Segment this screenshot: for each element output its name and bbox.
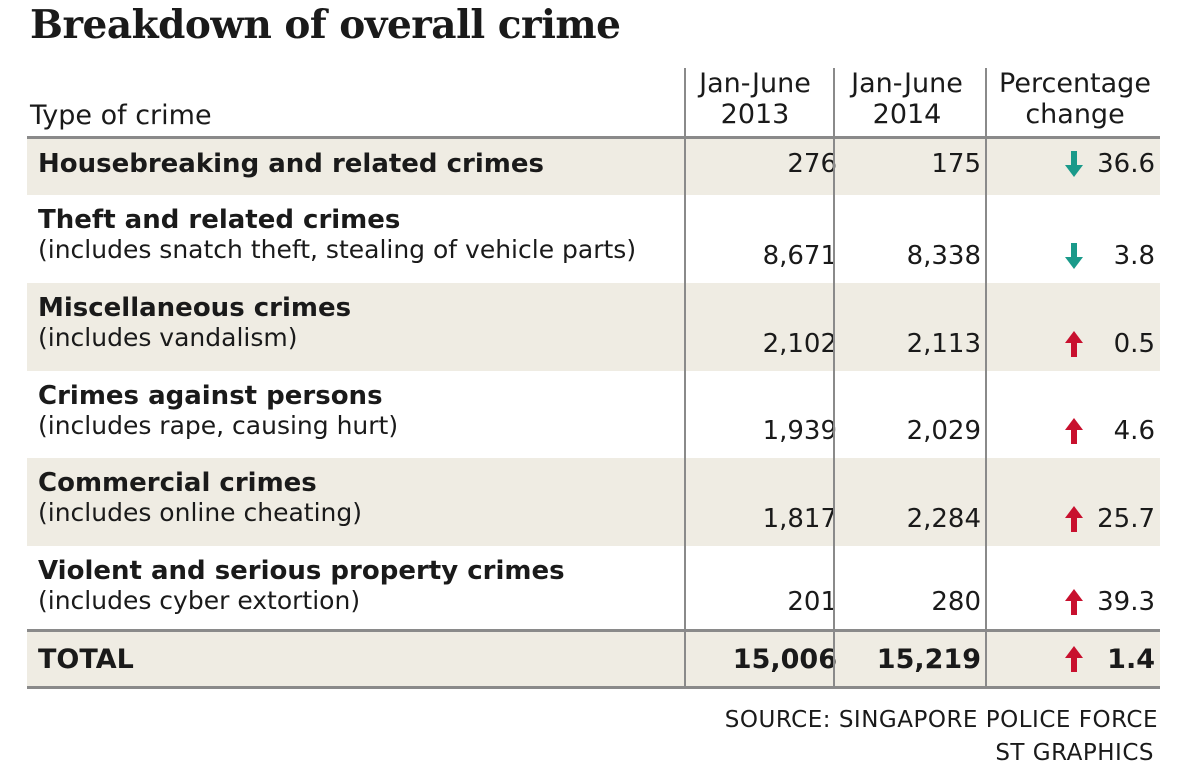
- header-type-of-crime: Type of crime: [30, 100, 212, 131]
- arrow-down-icon: [1064, 150, 1084, 178]
- table-row: Crimes against persons (includes rape, ca…: [27, 371, 1160, 458]
- total-2013: 15,006: [732, 644, 837, 675]
- source-note: SOURCE: SINGAPORE POLICE FORCE: [724, 707, 1158, 733]
- crime-type-examples: (includes rape, causing hurt): [38, 411, 399, 440]
- total-percentage-change: 1.4: [1107, 644, 1155, 675]
- value-2014: 2,113: [906, 329, 981, 359]
- column-divider-2: [833, 68, 835, 688]
- arrow-up-icon: [1064, 330, 1084, 358]
- table-row: Theft and related crimes (includes snatch…: [27, 195, 1160, 283]
- crime-type-name: Commercial crimes: [38, 468, 317, 498]
- header-col-2013-line2: 2013: [720, 99, 790, 130]
- header-col-2013: Jan-June 2013: [686, 68, 824, 130]
- header-rule: [27, 136, 1160, 139]
- value-2014: 175: [931, 149, 981, 179]
- value-2013: 276: [787, 149, 837, 179]
- arrow-up-icon: [1064, 588, 1084, 616]
- header-col-change-line1: Percentage: [999, 68, 1151, 99]
- percentage-change: 4.6: [1113, 416, 1155, 446]
- arrow-up-icon: [1064, 505, 1084, 533]
- crime-type-examples: (includes vandalism): [38, 323, 298, 352]
- total-rule-bottom: [27, 686, 1160, 689]
- total-rule-top: [27, 629, 1160, 632]
- table-row: Commercial crimes (includes online cheati…: [27, 458, 1160, 546]
- crime-type-name: Miscellaneous crimes: [38, 293, 352, 323]
- header-col-change: Percentage change: [990, 68, 1160, 130]
- header-col-2013-line1: Jan-June: [699, 68, 811, 99]
- percentage-change: 36.6: [1097, 149, 1155, 179]
- value-2013: 201: [787, 587, 837, 617]
- crime-type-examples: (includes online cheating): [38, 498, 363, 527]
- chart-title: Breakdown of overall crime: [30, 2, 621, 48]
- value-2013: 1,939: [762, 416, 837, 446]
- percentage-change: 3.8: [1113, 241, 1155, 271]
- arrow-down-icon: [1064, 242, 1084, 270]
- credit-note: ST GRAPHICS: [995, 740, 1154, 766]
- value-2014: 2,029: [906, 416, 981, 446]
- percentage-change: 39.3: [1097, 587, 1155, 617]
- header-col-2014-line1: Jan-June: [851, 68, 963, 99]
- value-2013: 1,817: [762, 504, 837, 534]
- column-divider-3: [985, 68, 987, 688]
- header-col-2014-line2: 2014: [872, 99, 942, 130]
- value-2014: 8,338: [906, 241, 981, 271]
- percentage-change: 0.5: [1113, 329, 1155, 359]
- percentage-change: 25.7: [1097, 504, 1155, 534]
- total-label: TOTAL: [38, 644, 134, 675]
- crime-type-examples: (includes snatch theft, stealing of vehi…: [38, 235, 637, 264]
- table-row: Miscellaneous crimes (includes vandalism)…: [27, 283, 1160, 371]
- table-row-total: TOTAL 15,006 15,219 1.4: [27, 632, 1160, 686]
- header-col-2014: Jan-June 2014: [838, 68, 976, 130]
- value-2013: 8,671: [762, 241, 837, 271]
- table-row: Violent and serious property crimes (incl…: [27, 546, 1160, 629]
- crime-type-name: Crimes against persons: [38, 381, 383, 411]
- crime-type-name: Theft and related crimes: [38, 205, 401, 235]
- value-2014: 280: [931, 587, 981, 617]
- total-2014: 15,219: [876, 644, 981, 675]
- header-col-change-line2: change: [1025, 99, 1125, 130]
- crime-type-name: Housebreaking and related crimes: [38, 149, 544, 179]
- column-divider-1: [684, 68, 686, 688]
- arrow-up-icon: [1064, 645, 1084, 673]
- value-2013: 2,102: [762, 329, 837, 359]
- value-2014: 2,284: [906, 504, 981, 534]
- table-row: Housebreaking and related crimes 276 175 36…: [27, 139, 1160, 195]
- crime-type-name: Violent and serious property crimes: [38, 556, 565, 586]
- crime-type-examples: (includes cyber extortion): [38, 586, 361, 615]
- arrow-up-icon: [1064, 417, 1084, 445]
